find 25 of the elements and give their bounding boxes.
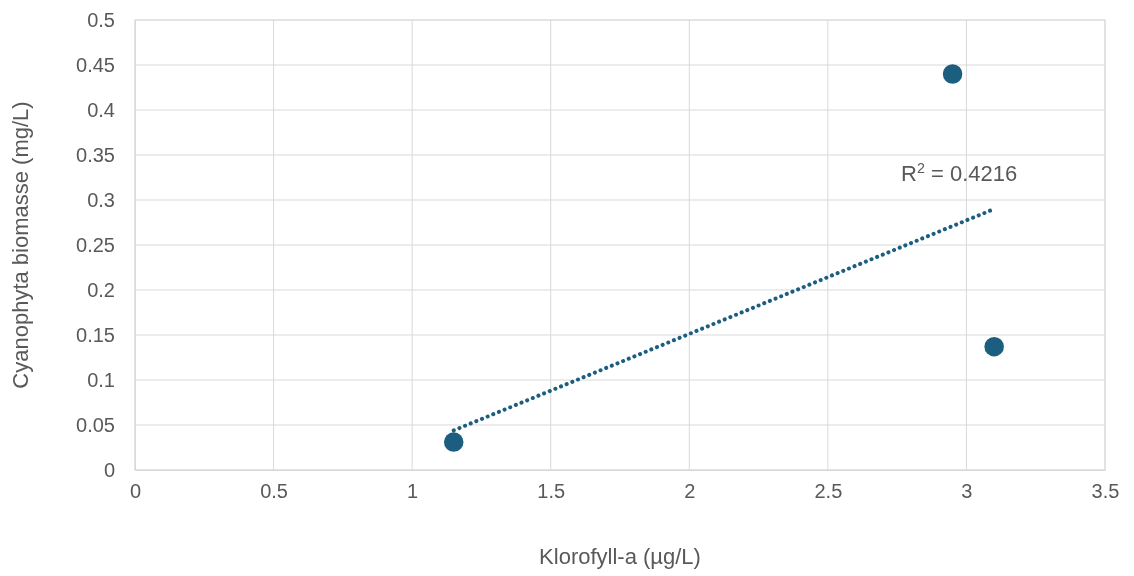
x-tick-label: 0	[129, 480, 142, 503]
y-tick-label: 0.2	[87, 278, 115, 301]
annotation: R$^{2}$ = 0.4216	[901, 160, 1018, 186]
y-tick-label: 0.3	[87, 188, 115, 211]
point	[942, 64, 963, 84]
x-axis-title: Klorofyll-a (µg/L)	[539, 544, 701, 569]
x-tick-label: 3	[961, 480, 973, 503]
point	[984, 336, 1004, 357]
x-tick-label: 0.5	[260, 480, 288, 503]
x-tick-label: 1	[407, 480, 419, 503]
y-tick-label: 0.05	[76, 413, 115, 436]
y-tick-label: 0.4	[87, 98, 115, 121]
y-tick-label: 0.5	[87, 8, 115, 31]
x-tick-label: 3.5	[1091, 480, 1120, 503]
y-tick-label: 0.25	[76, 233, 115, 256]
y-tick-label: 0.1	[87, 368, 115, 391]
x-tick-label: 2.5	[814, 480, 843, 503]
y-tick-label: 0.15	[76, 323, 115, 346]
point	[443, 432, 464, 452]
x-tick-label: 1.5	[537, 480, 566, 503]
y-axis-title: Cyanophyta biomasse (mg/L)	[8, 101, 33, 389]
y-tick-label: 0.45	[76, 53, 115, 76]
y-tick-label: 0.35	[76, 143, 115, 166]
y-tick-label: 0	[103, 458, 115, 481]
x-tick-label: 2	[684, 480, 696, 503]
